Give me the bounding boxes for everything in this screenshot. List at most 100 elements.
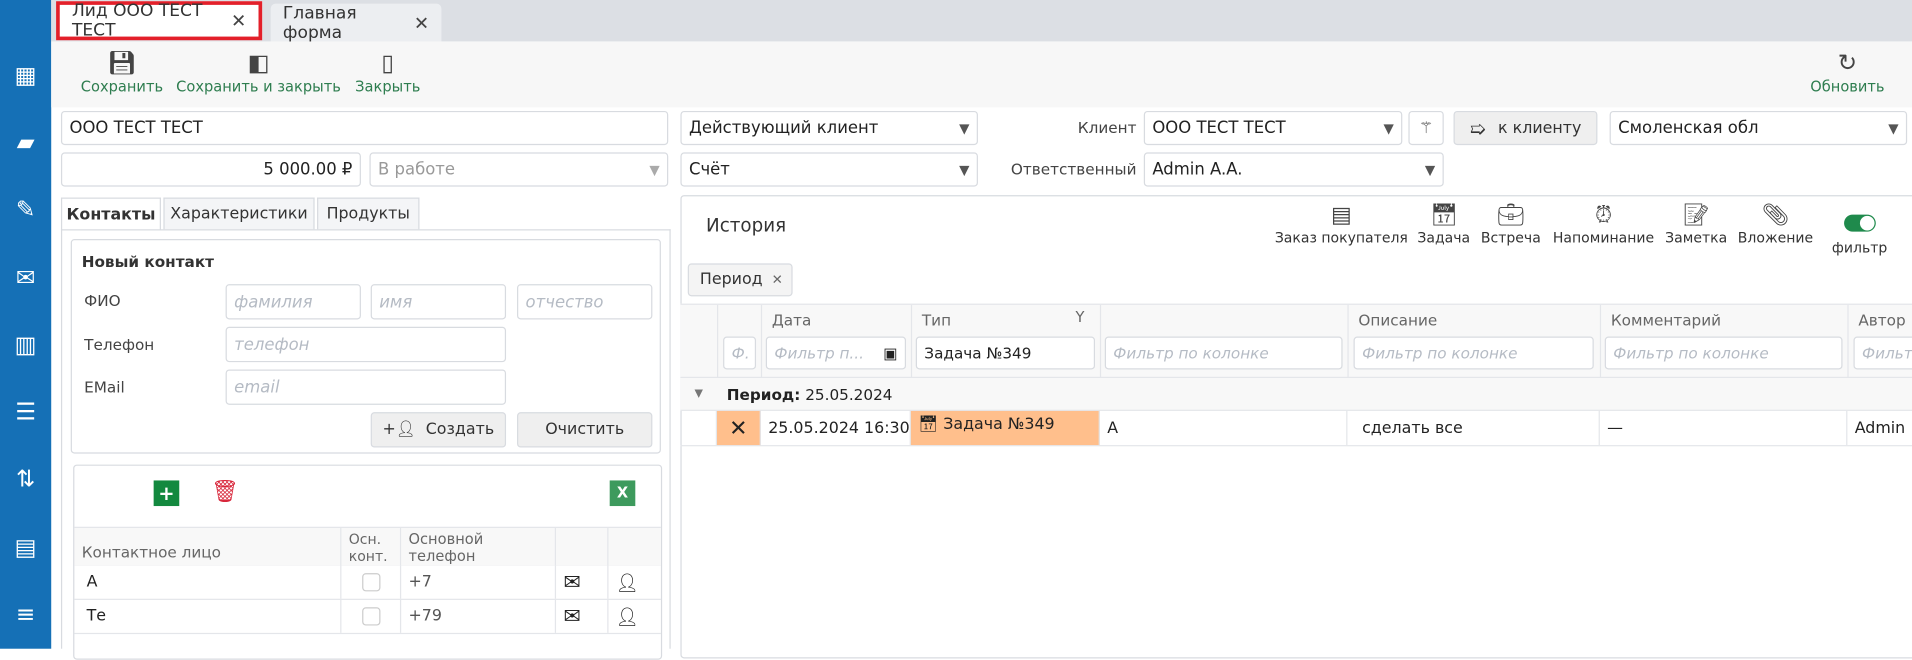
action-meeting[interactable]: 💼︎ Встреча: [1481, 202, 1541, 246]
close-button[interactable]: ▯ Закрыть: [355, 49, 420, 95]
table-row[interactable]: Те +79 ✉ 👤︎: [74, 599, 661, 635]
email-input[interactable]: email: [225, 369, 507, 405]
mail-icon[interactable]: ✉: [15, 264, 36, 292]
period-chip[interactable]: Период ✕: [687, 263, 793, 297]
group-row[interactable]: ▼ Период: 25.05.2024: [680, 378, 1912, 411]
checklist-icon[interactable]: ≡: [15, 601, 36, 628]
create-contact-button[interactable]: +👤︎ Создать: [370, 412, 507, 448]
close-icon[interactable]: ✕: [413, 11, 430, 34]
tab-main-form[interactable]: Главная форма ✕: [270, 3, 442, 42]
close-icon[interactable]: ✕: [771, 271, 783, 288]
action-customer-order[interactable]: ▤ Заказ покупателя: [1275, 202, 1408, 246]
excel-export-icon[interactable]: X: [609, 480, 636, 507]
trash-icon[interactable]: 🗑︎: [210, 479, 239, 505]
action-label: Встреча: [1480, 229, 1541, 247]
history-column-header[interactable]: [1099, 304, 1348, 379]
history-column-header[interactable]: Описание: [1347, 304, 1599, 379]
save-button[interactable]: 💾︎ Сохранить: [81, 49, 163, 95]
to-client-button[interactable]: ➯ к клиенту: [1453, 110, 1598, 146]
door-save-icon: ◧: [247, 49, 270, 77]
responsible-select[interactable]: Admin A.A. ▼: [1143, 152, 1444, 187]
close-icon[interactable]: ✕: [230, 9, 247, 32]
action-reminder[interactable]: ⏰︎ Напоминание: [1553, 202, 1654, 246]
folder-icon[interactable]: ▰: [16, 129, 35, 157]
toolbar: 💾︎ Сохранить ◧ Сохранить и закрыть ▯ Закрыт…: [51, 41, 1912, 108]
magic-wand-button[interactable]: ⚚: [1408, 110, 1444, 146]
save-close-button[interactable]: ◧ Сохранить и закрыть: [176, 49, 341, 95]
calendar-clock-icon[interactable]: ▤: [14, 534, 37, 561]
action-attachment[interactable]: 📎︎ Вложение: [1738, 202, 1813, 246]
qr-code-icon[interactable]: ▦: [14, 62, 37, 90]
person-icon[interactable]: 👤︎: [615, 605, 640, 628]
table-row[interactable]: А +7 ✉ 👤︎: [74, 565, 661, 600]
calendar-icon[interactable]: ▣: [883, 343, 898, 363]
chevron-down-icon: ▼: [959, 161, 970, 178]
middle-name-input[interactable]: отчество: [517, 284, 653, 320]
period-chip-label: Период: [699, 270, 763, 289]
filter-description[interactable]: Фильтр по колонке: [1353, 336, 1594, 370]
filter-type[interactable]: Задача №349: [915, 336, 1096, 370]
header-main-contact[interactable]: Осн. конт.: [341, 528, 402, 566]
chevron-down-icon: ▼: [959, 120, 970, 136]
action-task[interactable]: 📅︎ Задача: [1417, 202, 1470, 246]
refresh-icon: ↻: [1837, 49, 1858, 77]
add-icon[interactable]: +: [153, 480, 180, 507]
tab-lead[interactable]: Лид ООО ТЕСТ ТЕСТ ✕: [56, 1, 263, 41]
region-select[interactable]: Смоленская обл ▼: [1609, 110, 1908, 146]
tab-products[interactable]: Продукты: [317, 197, 420, 230]
client-status-select[interactable]: Действующий клиент ▼: [680, 110, 978, 146]
client-select[interactable]: ООО ТЕСТ ТЕСТ ▼: [1143, 110, 1403, 146]
delete-x-icon[interactable]: ✕: [717, 410, 761, 446]
main-contact-checkbox[interactable]: [341, 599, 402, 633]
filter-funnel-icon[interactable]: Y: [1075, 308, 1085, 326]
main-contact-checkbox[interactable]: [341, 565, 402, 599]
chevron-down-icon: ▼: [1888, 120, 1899, 136]
filter-author[interactable]: Фильт: [1853, 336, 1912, 370]
door-icon: ▯: [381, 49, 395, 77]
history-row[interactable]: ✕ 25.05.2024 16:30 📅︎ Задача №349 А сдела…: [680, 410, 1912, 447]
header-person: [608, 528, 661, 566]
history-column-header[interactable]: Дата: [760, 304, 911, 379]
action-note[interactable]: 📝︎ Заметка: [1665, 202, 1727, 246]
history-column-header[interactable]: Тип: [910, 304, 1100, 379]
filter-comment[interactable]: Фильтр по колонке: [1604, 336, 1843, 370]
filter-value: Задача №349: [924, 343, 1032, 363]
filter-col3[interactable]: Фильтр по колонке: [1104, 336, 1343, 370]
phone-placeholder: телефон: [234, 334, 310, 355]
chevron-down-icon: ▼: [649, 161, 660, 178]
note-edit-icon: 📝︎: [1682, 202, 1711, 229]
filter-toggle[interactable]: фильтр: [1832, 210, 1887, 256]
collapse-triangle-icon[interactable]: ▼: [694, 387, 703, 400]
email-placeholder: email: [234, 377, 280, 397]
person-icon[interactable]: 👤︎: [615, 571, 640, 594]
pencil-icon[interactable]: ✎: [15, 196, 36, 224]
action-label: Заказ покупателя: [1274, 229, 1408, 247]
action-label: Вложение: [1737, 229, 1814, 247]
amount-input[interactable]: 5 000.00 ₽: [60, 152, 361, 187]
clear-button[interactable]: Очистить: [517, 412, 653, 448]
filter-placeholder: Фильтр по колонке: [1362, 343, 1518, 363]
import-list-icon[interactable]: ☰: [15, 398, 36, 426]
sync-icon[interactable]: ⇅: [15, 465, 36, 493]
bar-chart-icon[interactable]: ▥: [14, 331, 37, 359]
row-description: сделать все: [1347, 410, 1600, 446]
tab-characteristics[interactable]: Характеристики: [163, 197, 315, 230]
lead-name-input[interactable]: ООО ТЕСТ ТЕСТ: [60, 110, 669, 146]
history-column-header[interactable]: Автор: [1847, 304, 1912, 379]
doc-type-select[interactable]: Счёт ▼: [680, 152, 978, 187]
phone-input[interactable]: телефон: [225, 326, 507, 363]
header-contact-person[interactable]: Контактное лицо: [74, 528, 342, 566]
header-main-phone[interactable]: Основной телефон: [401, 528, 557, 566]
filter-date[interactable]: Фильтр п... ▣: [765, 336, 907, 370]
mail-icon[interactable]: ✉: [556, 565, 609, 599]
stage-select[interactable]: В работе ▼: [369, 152, 669, 187]
mail-icon[interactable]: ✉: [556, 599, 609, 633]
filter-placeholder: Ф.: [731, 343, 750, 363]
filter-action[interactable]: Ф.: [723, 336, 757, 370]
toggle-switch-icon: [1832, 210, 1887, 239]
refresh-button[interactable]: ↻ Обновить: [1810, 49, 1884, 95]
last-name-input[interactable]: фамилия: [225, 284, 361, 320]
history-column-header[interactable]: Комментарий: [1599, 304, 1848, 379]
first-name-input[interactable]: имя: [370, 284, 507, 320]
tab-contacts[interactable]: Контакты: [60, 197, 161, 231]
